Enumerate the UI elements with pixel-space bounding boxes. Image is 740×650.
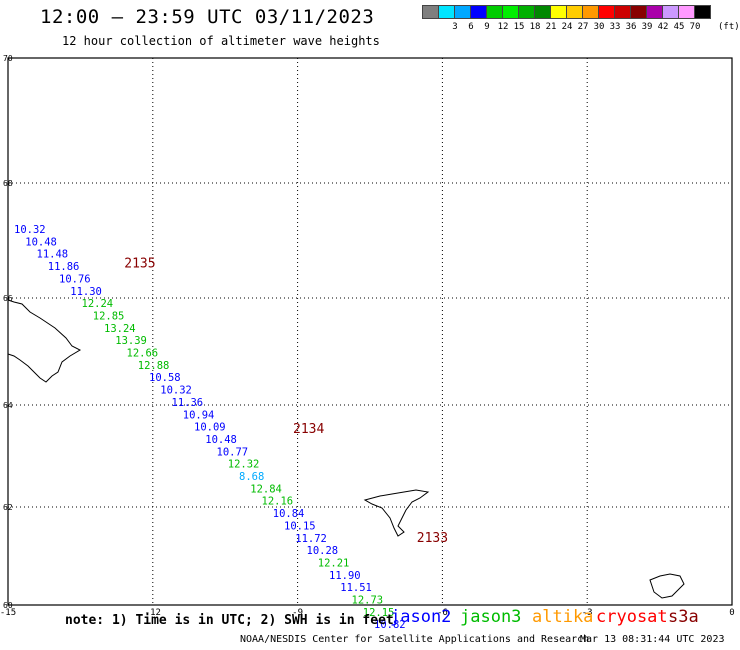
wave-height-label: 11.48 [37, 249, 69, 261]
legend-label: 21 [545, 22, 557, 32]
longitude-label: -15 [0, 608, 16, 618]
wave-height-label: 12.15 [363, 607, 395, 619]
wave-height-label: 12.24 [82, 298, 114, 310]
page-title: 12:00 – 23:59 UTC 03/11/2023 [40, 6, 375, 28]
wave-height-label: 12.73 [352, 595, 384, 607]
latitude-label: 68 [3, 179, 13, 188]
legend-label: 30 [593, 22, 605, 32]
wave-height-label: 12.21 [318, 557, 350, 569]
note-text: note: 1) Time is in UTC; 2) SWH is in fe… [65, 613, 394, 628]
wave-height-label: 10.77 [217, 446, 249, 458]
satellite-legend-jason3: jason3 [460, 607, 522, 627]
legend-unit: (ft) [718, 22, 740, 32]
satellite-legend-s3a: s3a [668, 607, 699, 627]
iceland-coastline [7, 299, 82, 383]
wave-height-label: 13.24 [104, 323, 136, 335]
legend-label: 42 [657, 22, 669, 32]
wave-height-label: 10.09 [194, 422, 226, 434]
footer-credit: NOAA/NESDIS Center for Satellite Applica… [240, 634, 590, 645]
wave-height-label: 10.48 [205, 434, 237, 446]
shetland-coastline [649, 573, 685, 599]
wave-height-label: 8.68 [239, 471, 264, 483]
latitude-label: 66 [3, 294, 13, 303]
latitude-label: 60 [3, 601, 13, 610]
longitude-label: -9 [292, 608, 303, 618]
longitude-label: 0 [729, 608, 734, 618]
wave-height-label: 10.58 [149, 372, 181, 384]
wave-height-label: 11.30 [70, 286, 102, 298]
wave-height-label: 10.48 [25, 236, 57, 248]
legend-label: 39 [641, 22, 653, 32]
wave-height-label: 10.82 [374, 619, 406, 631]
legend-label: 6 [468, 22, 474, 32]
wave-height-label: 11.86 [48, 261, 80, 273]
wave-height-label: 10.28 [307, 545, 339, 557]
wave-height-label: 10.76 [59, 273, 91, 285]
wave-height-label: 11.51 [340, 582, 372, 594]
track-time-label: 2133 [417, 531, 448, 546]
track-time-label: 2135 [124, 257, 155, 272]
footer-timestamp: Mar 13 08:31:44 UTC 2023 [580, 634, 725, 645]
legend-label: 24 [561, 22, 573, 32]
latitude-label: 70 [3, 54, 13, 63]
latitude-label: 62 [3, 503, 13, 512]
wave-height-label: 10.94 [183, 409, 215, 421]
legend-label: 70 [689, 22, 701, 32]
legend-label: 9 [484, 22, 490, 32]
wave-height-label: 12.16 [262, 496, 294, 508]
wave-height-label: 11.90 [329, 570, 361, 582]
legend-label: 15 [513, 22, 525, 32]
legend-label: 27 [577, 22, 589, 32]
satellite-legend-jason2: jason2 [390, 607, 452, 627]
wave-height-label: 12.84 [250, 483, 282, 495]
satellite-legend-cryosat: cryosat [596, 607, 668, 627]
page-subtitle: 12 hour collection of altimeter wave hei… [62, 34, 380, 48]
wave-height-label: 11.36 [172, 397, 204, 409]
wave-height-label: 10.84 [273, 508, 305, 520]
legend-label: 33 [609, 22, 621, 32]
wave-height-label: 10.15 [284, 520, 316, 532]
legend-label: 36 [625, 22, 637, 32]
latitude-label: 64 [3, 401, 13, 410]
wave-height-label: 11.72 [295, 533, 327, 545]
legend-label: 3 [452, 22, 458, 32]
wave-height-label: 13.39 [115, 335, 147, 347]
longitude-label: -3 [582, 608, 593, 618]
wave-height-label: 12.88 [138, 360, 170, 372]
track-time-label: 2134 [293, 422, 324, 437]
wave-height-label: 12.32 [228, 459, 260, 471]
legend-label: 18 [529, 22, 541, 32]
faroe-islands-coastline [363, 489, 430, 537]
wave-height-label: 10.32 [160, 385, 192, 397]
longitude-label: -6 [437, 608, 448, 618]
legend-swatch [694, 5, 711, 19]
legend-label: 45 [673, 22, 685, 32]
color-legend [422, 5, 711, 19]
wave-height-label: 10.32 [14, 224, 46, 236]
wave-height-label: 12.66 [127, 348, 159, 360]
legend-label: 12 [497, 22, 509, 32]
longitude-label: -12 [145, 608, 161, 618]
wave-height-label: 12.85 [93, 310, 125, 322]
satellite-legend-altika: altika [532, 607, 594, 627]
